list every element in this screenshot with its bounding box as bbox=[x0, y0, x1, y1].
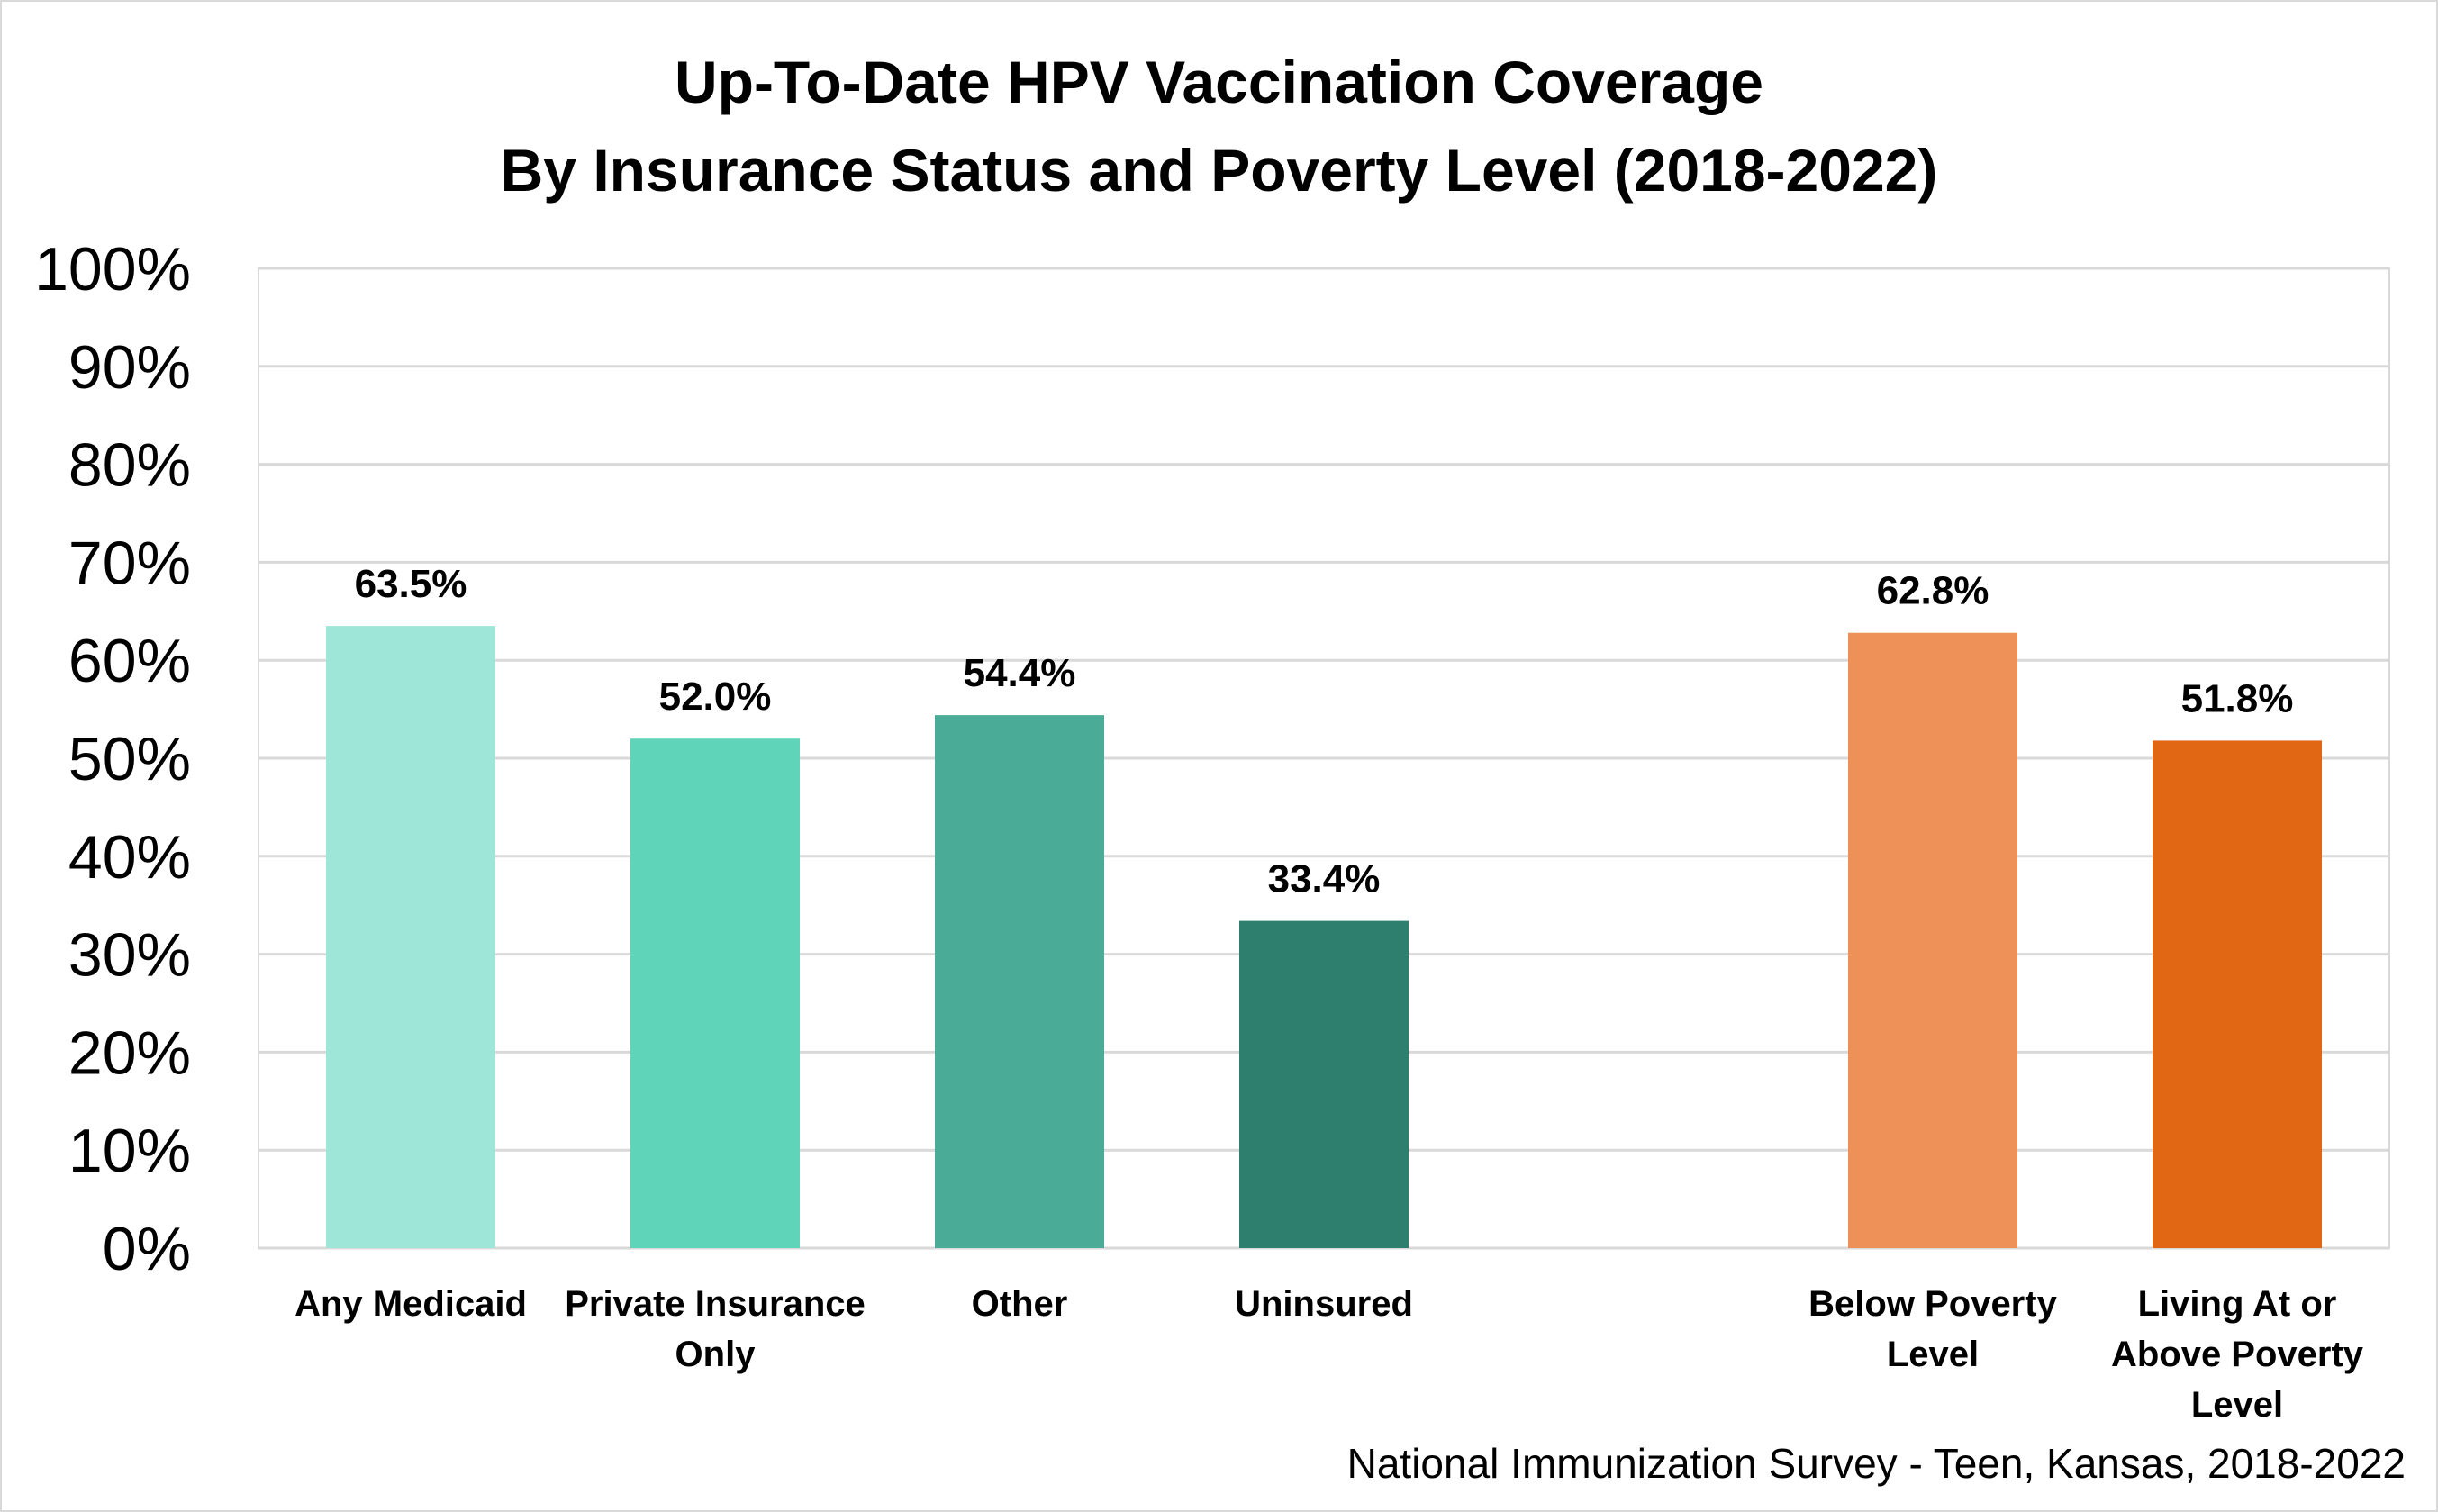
data-label: 62.8% bbox=[1877, 569, 1989, 613]
y-tick-label: 50% bbox=[68, 725, 191, 793]
y-tick-label: 90% bbox=[68, 333, 191, 402]
data-label: 51.8% bbox=[2181, 676, 2294, 720]
bar bbox=[1848, 632, 2017, 1248]
y-tick-label: 80% bbox=[68, 431, 191, 500]
y-tick-label: 60% bbox=[68, 627, 191, 695]
category-label: Other bbox=[972, 1284, 1068, 1324]
y-tick-label: 0% bbox=[103, 1215, 191, 1283]
category-label: Above Poverty bbox=[2111, 1335, 2364, 1374]
data-label: 63.5% bbox=[355, 562, 467, 606]
y-tick-label: 20% bbox=[68, 1019, 191, 1087]
source-note: National Immunization Survey - Teen, Kan… bbox=[1346, 1440, 2406, 1487]
y-tick-label: 30% bbox=[68, 921, 191, 990]
category-label: Only bbox=[675, 1335, 757, 1374]
bar bbox=[630, 738, 800, 1248]
bar bbox=[935, 715, 1104, 1248]
y-tick-label: 70% bbox=[68, 529, 191, 597]
y-tick-label: 40% bbox=[68, 823, 191, 892]
y-tick-label: 100% bbox=[34, 235, 191, 303]
bar bbox=[2153, 740, 2322, 1248]
category-label: Private Insurance bbox=[565, 1284, 866, 1324]
chart-title-block: Up-To-Date HPV Vaccination Coverage By I… bbox=[0, 38, 2438, 214]
category-label: Below Poverty bbox=[1808, 1284, 2057, 1324]
category-label: Level bbox=[1887, 1335, 1979, 1374]
chart-subtitle: By Insurance Status and Poverty Level (2… bbox=[500, 137, 1938, 204]
category-label: Living At or bbox=[2138, 1284, 2337, 1324]
bar bbox=[326, 626, 495, 1248]
data-label: 33.4% bbox=[1268, 857, 1381, 901]
bar bbox=[1239, 920, 1409, 1248]
y-tick-label: 10% bbox=[68, 1117, 191, 1185]
category-label: Level bbox=[2191, 1385, 2283, 1425]
category-label: Uninsured bbox=[1235, 1284, 1413, 1324]
chart-title: Up-To-Date HPV Vaccination Coverage bbox=[674, 49, 1764, 115]
data-label: 54.4% bbox=[964, 651, 1076, 695]
data-label: 52.0% bbox=[659, 675, 772, 719]
category-label: Any Medicaid bbox=[295, 1284, 527, 1324]
